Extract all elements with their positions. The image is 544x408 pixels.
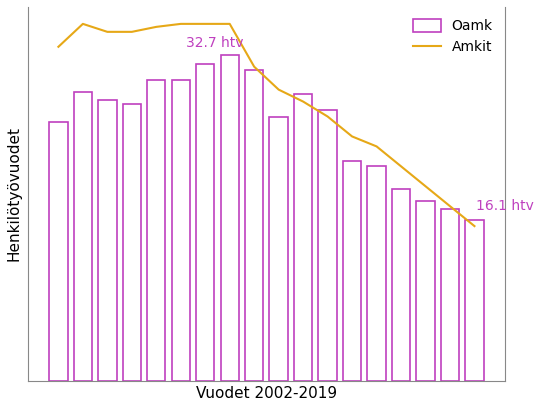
Bar: [343, 161, 361, 381]
Bar: [220, 55, 239, 381]
Bar: [98, 100, 116, 381]
Text: 16.1 htv: 16.1 htv: [475, 199, 534, 213]
Bar: [269, 117, 288, 381]
Bar: [318, 109, 337, 381]
Bar: [465, 220, 484, 381]
Bar: [245, 70, 263, 381]
Bar: [73, 92, 92, 381]
Bar: [392, 189, 410, 381]
Bar: [196, 64, 214, 381]
Text: 32.7 htv: 32.7 htv: [186, 36, 243, 50]
Bar: [49, 122, 67, 381]
Y-axis label: Henkilötyövuodet: Henkilötyövuodet: [7, 126, 22, 261]
Bar: [367, 166, 386, 381]
X-axis label: Vuodet 2002-2019: Vuodet 2002-2019: [196, 386, 337, 401]
Bar: [441, 209, 459, 381]
Bar: [147, 80, 165, 381]
Bar: [294, 93, 312, 381]
Legend: Oamk, Amkit: Oamk, Amkit: [407, 14, 498, 60]
Bar: [416, 201, 435, 381]
Bar: [171, 80, 190, 381]
Bar: [122, 104, 141, 381]
